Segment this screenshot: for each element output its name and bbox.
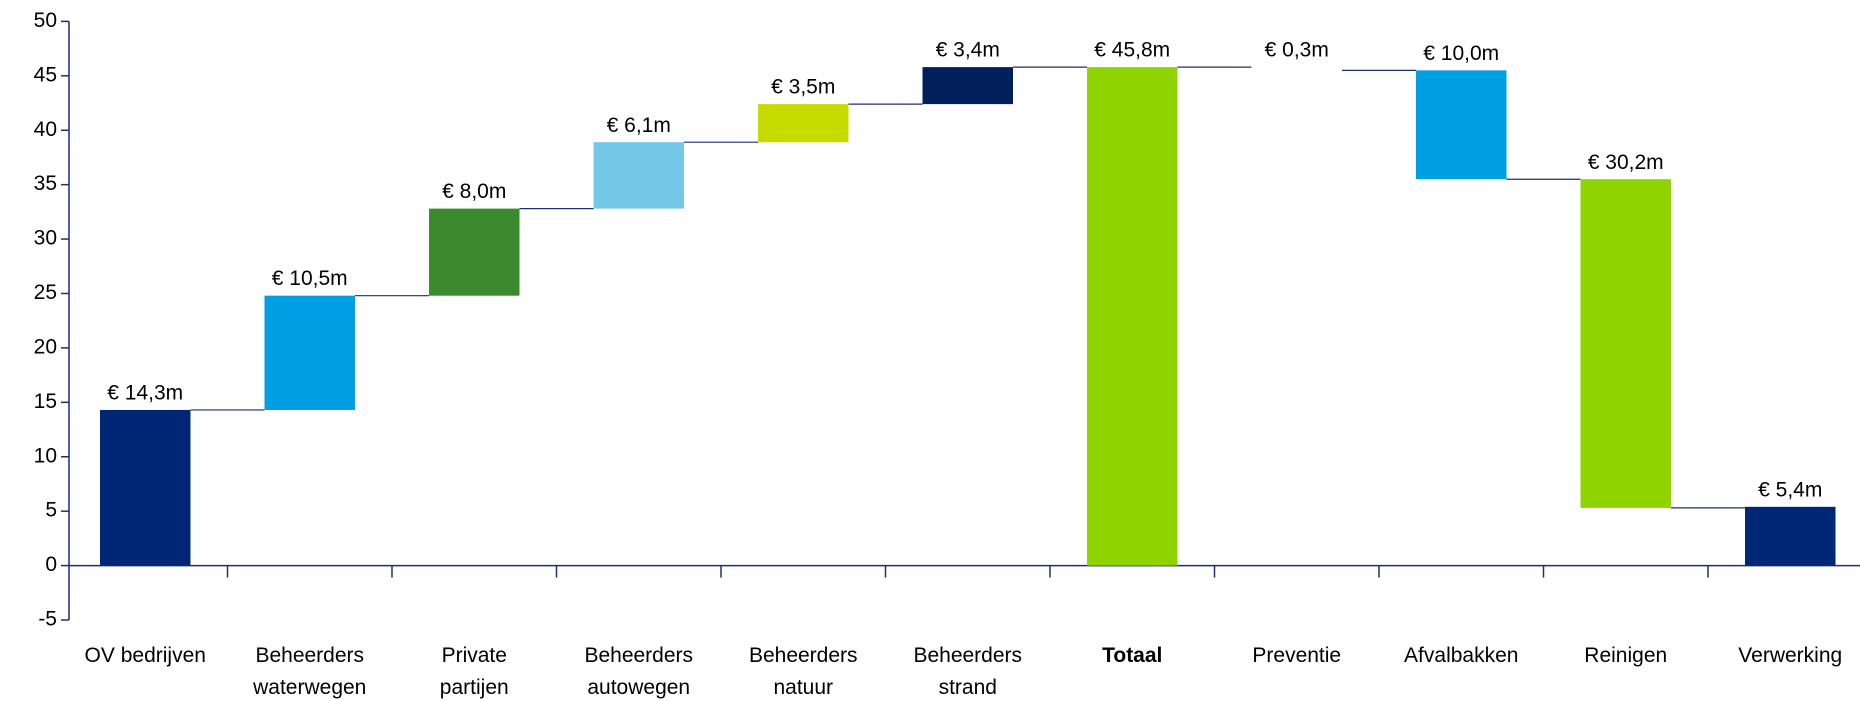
value-label: € 45,8m (1094, 39, 1170, 62)
value-label: € 3,4m (936, 39, 1000, 62)
bar (922, 67, 1013, 105)
y-tick-label: -5 (38, 608, 57, 631)
value-label: € 3,5m (771, 76, 835, 99)
value-label: € 30,2m (1588, 151, 1664, 174)
y-tick-label: 35 (34, 172, 57, 195)
bar (593, 142, 684, 209)
x-tick-label: Beheerders waterwegen (252, 644, 366, 699)
bar (1251, 67, 1342, 71)
bar (1416, 70, 1507, 180)
value-label: € 14,3m (107, 381, 183, 404)
x-tick-label: Private partijen (440, 644, 509, 699)
bar (264, 295, 355, 410)
x-tick-label: Verwerking (1738, 644, 1842, 667)
value-label: € 8,0m (442, 180, 506, 203)
y-tick-label: 30 (34, 227, 57, 250)
value-label: € 10,5m (272, 267, 348, 290)
bar (429, 208, 520, 296)
x-tick-label: Totaal (1102, 644, 1162, 667)
bar (1580, 179, 1671, 508)
y-tick-label: 45 (34, 63, 57, 86)
value-label: € 0,3m (1265, 39, 1329, 62)
x-tick-label: OV bedrijven (85, 644, 206, 667)
x-tick-label: Beheerders strand (913, 644, 1022, 699)
y-tick-label: 50 (34, 9, 57, 32)
value-label: € 6,1m (607, 114, 671, 137)
x-tick-label: Afvalbakken (1404, 644, 1518, 667)
y-tick-label: 0 (45, 553, 57, 576)
value-label: € 10,0m (1423, 42, 1499, 65)
bar (1087, 67, 1178, 566)
x-tick-label: Beheerders natuur (749, 644, 858, 699)
y-tick-label: 40 (34, 118, 57, 141)
bar (1745, 506, 1836, 566)
value-label: € 5,4m (1758, 478, 1822, 501)
x-tick-label: Preventie (1252, 644, 1341, 667)
y-tick-label: 15 (34, 390, 57, 413)
bar (100, 409, 191, 566)
x-tick-label: Reinigen (1584, 644, 1667, 667)
y-tick-label: 20 (34, 335, 57, 358)
bar (758, 104, 849, 143)
y-tick-label: 10 (34, 444, 57, 467)
y-tick-label: 25 (34, 281, 57, 304)
x-tick-label: Beheerders autowegen (584, 644, 693, 699)
y-tick-label: 5 (45, 499, 57, 522)
